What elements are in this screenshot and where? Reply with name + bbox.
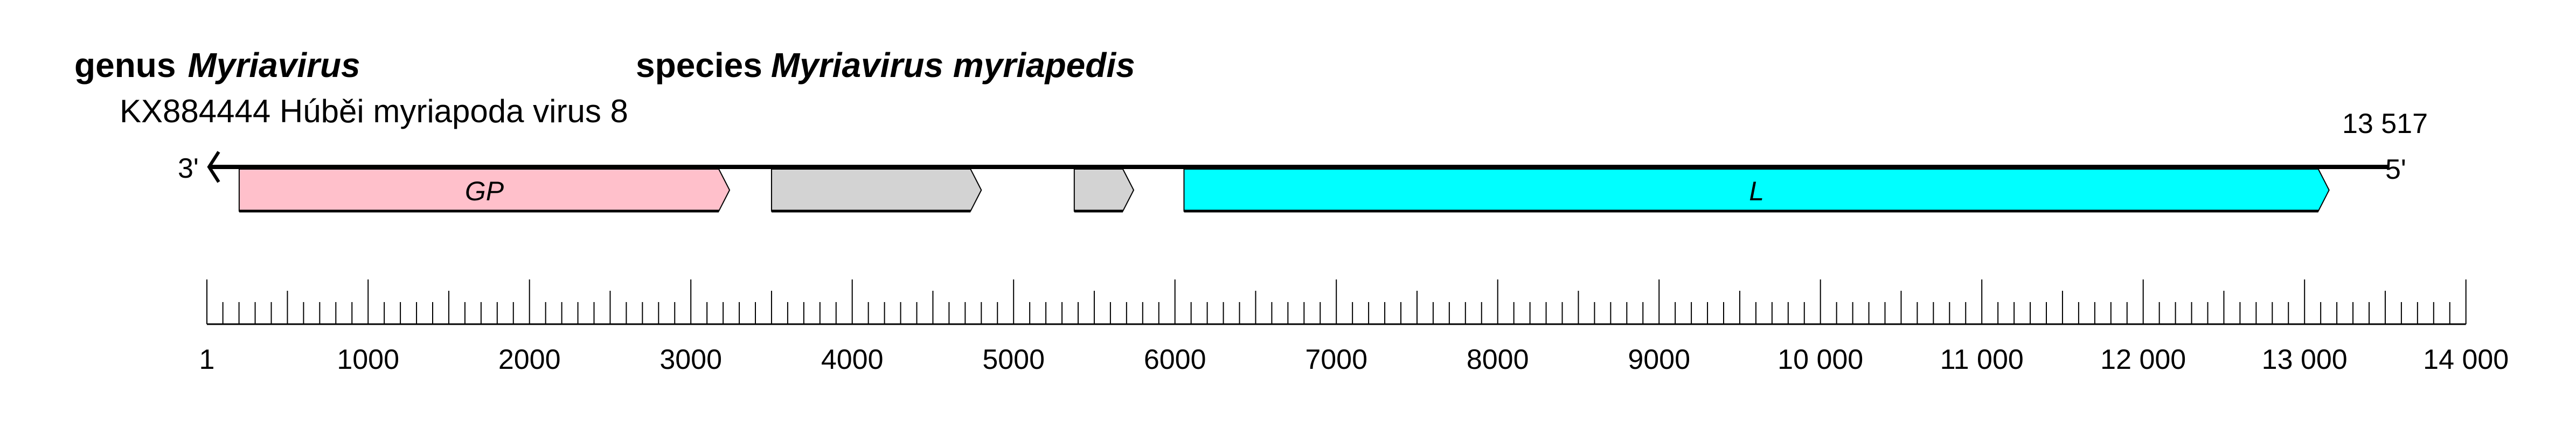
gene-label: GP: [465, 176, 504, 206]
three-prime-label: 3': [178, 153, 199, 184]
ruler-tick-label: 10 000: [1777, 344, 1863, 375]
gene-orf-1: [770, 169, 982, 212]
accession-label: KX884444 Húběi myriapoda virus 8: [120, 93, 628, 129]
ruler-tick-label: 2000: [498, 344, 561, 375]
ruler-tick-label: 14 000: [2423, 344, 2509, 375]
gene-orf-2: [1073, 169, 1135, 212]
species-label: species Myriavirus myriapedis: [636, 46, 1135, 85]
five-prime-label: 5': [2385, 154, 2406, 185]
ruler-tick-label: 4000: [821, 344, 884, 375]
ruler-tick-label: 11 000: [1940, 344, 2024, 375]
genome-line: [207, 151, 2388, 183]
ruler-tick-label: 6000: [1144, 344, 1206, 375]
genus-label: genus Myriavirus: [74, 46, 360, 85]
ruler-tick-label: 12 000: [2100, 344, 2186, 375]
ruler-tick-label: 3000: [659, 344, 722, 375]
ruler: 1 1000 2000 3000 4000 5000 6000 7000 8000 9000 10 …: [199, 279, 2509, 375]
ruler-tick-label: 1: [199, 344, 215, 375]
ruler-tick-label: 8000: [1467, 344, 1529, 375]
ruler-tick-label: 13 000: [2262, 344, 2348, 375]
ruler-tick-label: 1000: [337, 344, 399, 375]
gene-label: L: [1749, 176, 1764, 206]
gene-track: GP L: [238, 169, 2330, 213]
arrow-left-icon: [207, 151, 220, 183]
ruler-tick-label: 5000: [982, 344, 1045, 375]
ruler-tick-label: 7000: [1305, 344, 1367, 375]
genome-length-label: 13 517: [2342, 108, 2428, 139]
ruler-tick-label: 9000: [1628, 344, 1690, 375]
